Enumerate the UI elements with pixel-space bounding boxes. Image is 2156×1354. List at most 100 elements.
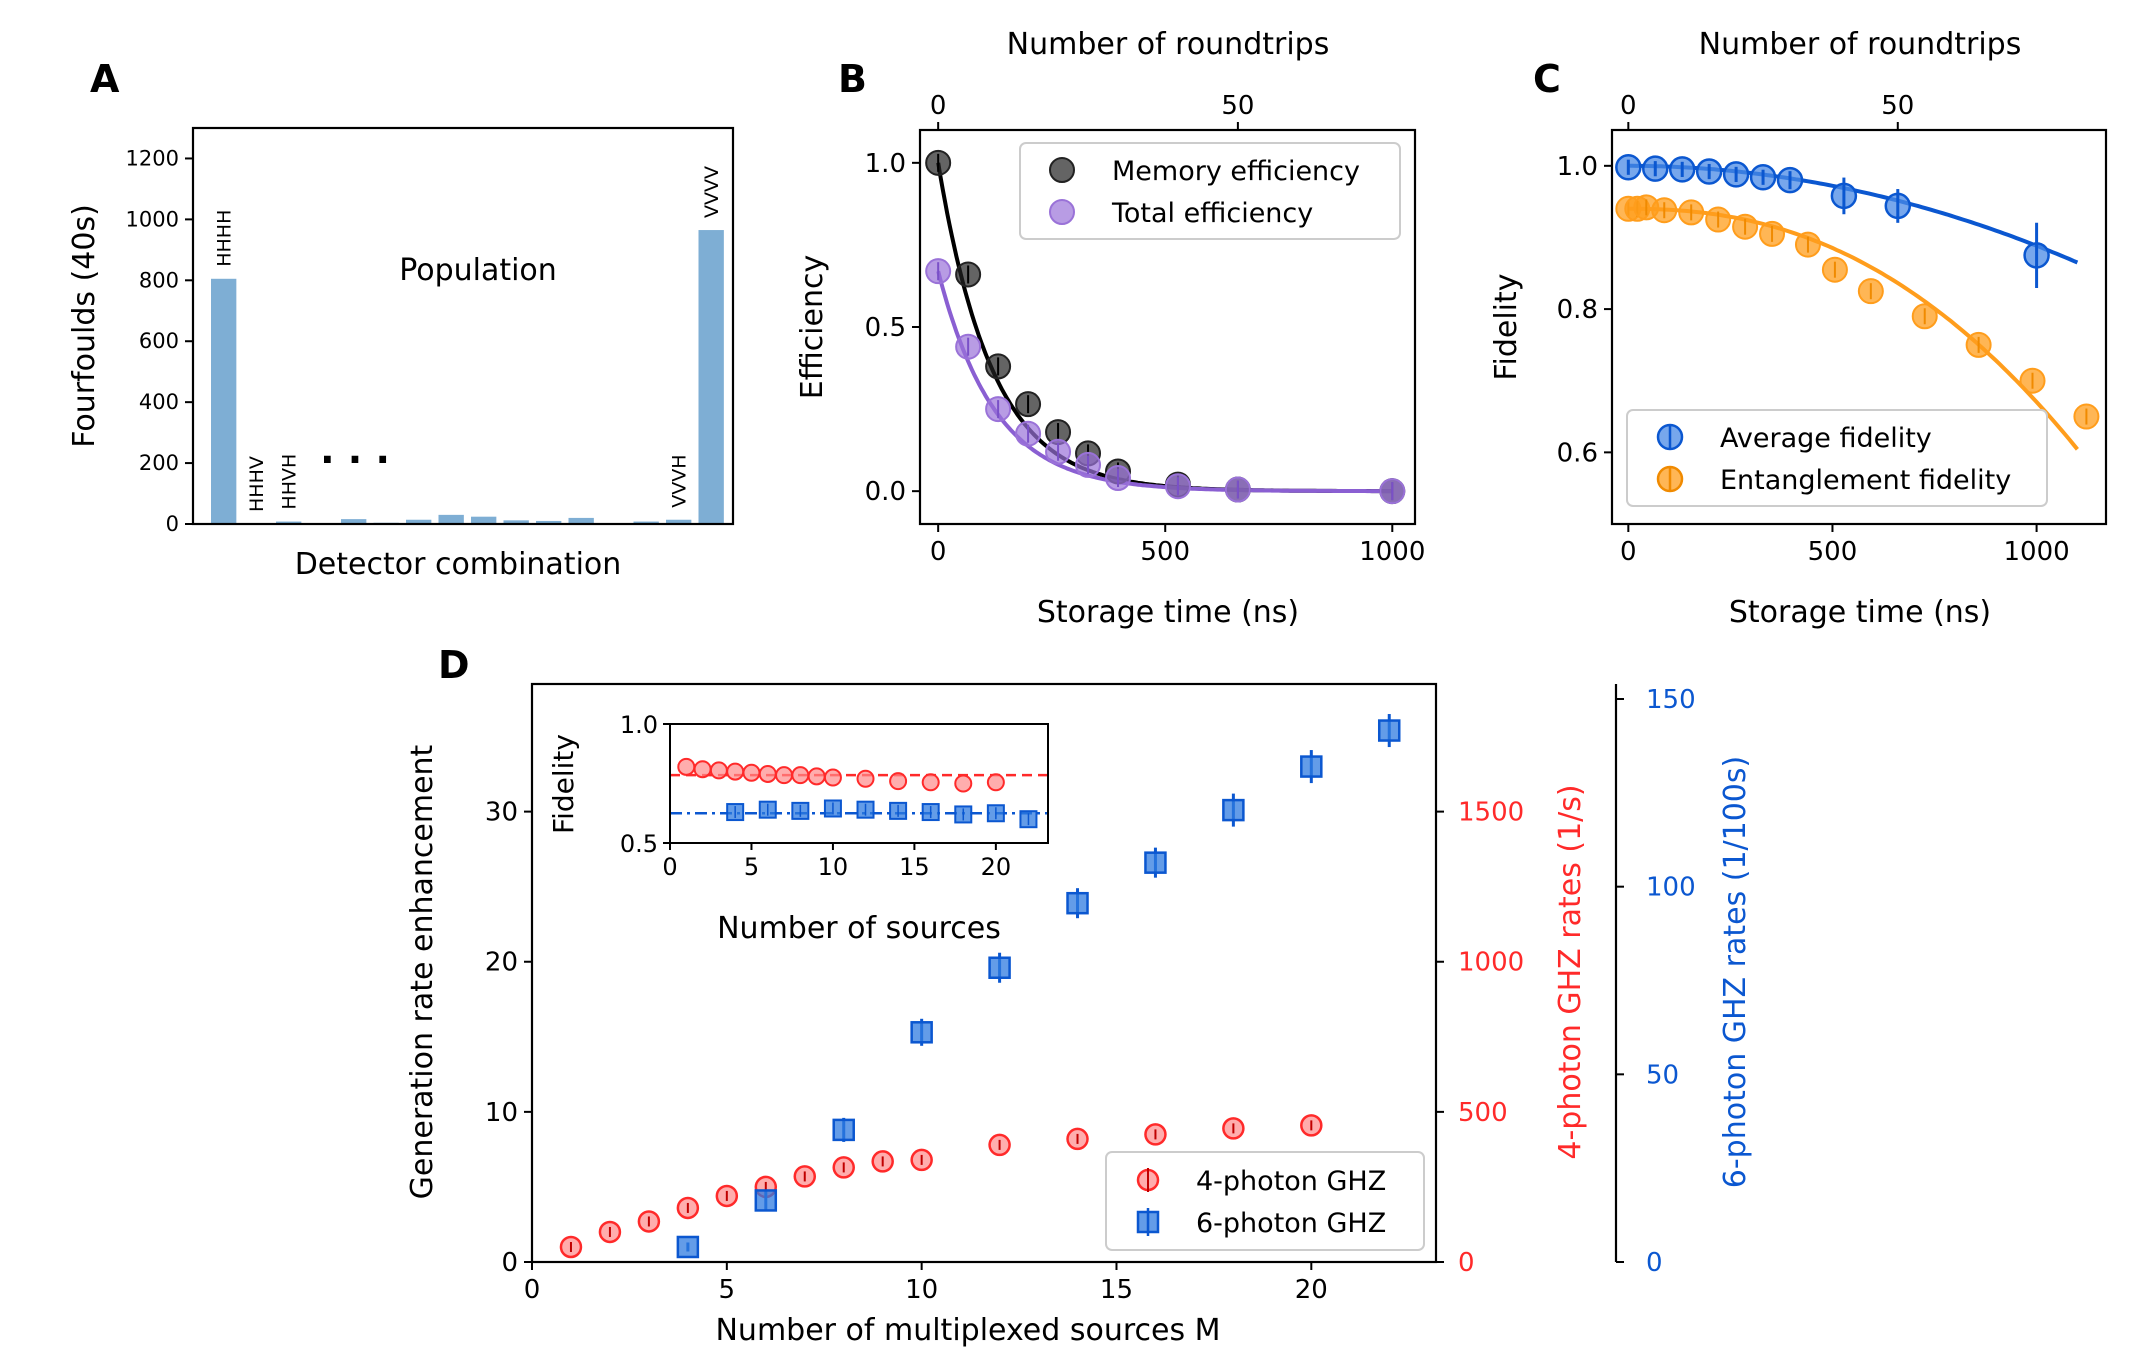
y-tick-label: 1200: [126, 146, 179, 170]
bar-label: VVVV: [701, 166, 723, 218]
x-tick-label: 0: [524, 1275, 541, 1305]
top-x-tick-label: 0: [1620, 91, 1637, 121]
ghz6-point-7: [1222, 798, 1245, 822]
bar-label: HHVH: [279, 454, 301, 510]
top-x-axis-label: Number of roundtrips: [1699, 27, 2022, 62]
y-tick-label: 0.0: [865, 477, 906, 507]
y-tick-label: 800: [139, 268, 179, 292]
legend-label: Memory efficiency: [1112, 156, 1360, 187]
fit-curve-1: [936, 270, 1393, 494]
ghz6-point-2: [832, 1118, 855, 1142]
y-tick-label: 0.8: [1557, 295, 1598, 325]
bar-0: [211, 278, 237, 524]
inset-ghz4-point-11: [889, 772, 908, 791]
x-tick-label: 0: [930, 537, 947, 567]
ghz6-point-6: [1144, 851, 1167, 874]
inset-frame: [669, 723, 1049, 844]
legend-label: 6-photon GHZ: [1196, 1208, 1386, 1239]
inset-ghz4-point-10: [856, 769, 875, 788]
y-tick-label: 1000: [126, 207, 179, 231]
x-tick-label: 5: [744, 853, 759, 881]
x-tick-label: 10: [818, 853, 849, 881]
legend-label: Average fidelity: [1720, 423, 1932, 454]
panel-label-a: A: [90, 57, 120, 101]
inset-ghz4-point-13: [954, 774, 973, 793]
ghz6-point-3: [910, 1021, 933, 1044]
y-tick-label: 20: [485, 948, 518, 978]
ghz6-point-1: [754, 1189, 778, 1212]
bar-label: VVVH: [669, 454, 691, 507]
inset-ghz4-point-2: [709, 761, 728, 780]
bar-4: [341, 519, 367, 524]
x-tick-label: 500: [1808, 537, 1858, 567]
bar-8: [471, 516, 497, 524]
y3-tick-label: 150: [1646, 685, 1696, 715]
panel-b-efficiency-chart: 0 500 1000 0.0 0.5 1.0 0 50 Number of roundtrips…: [795, 27, 1425, 630]
top-x-tick-label: 50: [1221, 91, 1254, 121]
x-tick-label: 0: [662, 853, 677, 881]
x-tick-label: 500: [1140, 537, 1190, 567]
x-tick-label: 1000: [1359, 537, 1425, 567]
y-axis-label: Generation rate enhancement: [405, 744, 440, 1199]
inset-ghz4-point-3: [726, 762, 745, 781]
inset-ghz4-point-14: [986, 773, 1005, 792]
panel-label-d: D: [438, 643, 470, 687]
ghz6-point-9: [1377, 719, 1401, 742]
y-tick-label: 1.0: [1557, 152, 1598, 182]
y-tick-label: 0.5: [620, 830, 658, 858]
x-tick-label: 1000: [2004, 537, 2070, 567]
bar-14: [666, 519, 692, 524]
bar-9: [503, 520, 529, 524]
x-tick-label: 15: [899, 853, 930, 881]
y-tick-label: 1.0: [620, 711, 658, 739]
inset-y-axis-label: Fidelity: [547, 734, 580, 834]
y3-axis-label: 6-photon GHZ rates (1/100s): [1718, 756, 1753, 1188]
ghz6-point-5: [1066, 891, 1089, 915]
inset-ghz4-point-7: [791, 766, 810, 785]
bar-label: HHHH: [214, 210, 236, 267]
panel-label-b: B: [838, 57, 867, 101]
ghz6-point-0: [676, 1235, 700, 1259]
x-tick-label: 15: [1100, 1275, 1133, 1305]
y-axis-label: Fourfoulds (40s): [67, 204, 102, 448]
y-tick-label: 0: [166, 512, 179, 536]
y-tick-label: 30: [485, 798, 518, 828]
ellipsis: . . .: [320, 428, 390, 472]
y3-tick-label: 0: [1646, 1248, 1663, 1278]
legend-marker: [1049, 157, 1075, 183]
legend-label: 4-photon GHZ: [1196, 1166, 1386, 1197]
bar-11: [568, 517, 594, 524]
inset-ghz4-point-8: [807, 767, 826, 786]
top-x-tick-label: 0: [930, 91, 947, 121]
bar-13: [633, 521, 659, 524]
annotation: Population: [399, 253, 557, 288]
legend-box: [1105, 1151, 1425, 1251]
inset-ghz4-point-5: [758, 764, 777, 783]
plot-frame: [191, 126, 735, 526]
y-tick-label: 0.6: [1557, 438, 1598, 468]
y2-tick-label: 1000: [1458, 948, 1524, 978]
inset-ghz4-point-6: [775, 766, 794, 785]
legend-box: [1019, 142, 1401, 240]
y-tick-label: 10: [485, 1098, 518, 1128]
y-axis-label: Fidelity: [1489, 273, 1524, 380]
ghz6-point-8: [1300, 755, 1323, 778]
ghz6-point-4: [988, 956, 1011, 979]
legend-label: Entanglement fidelity: [1720, 465, 2011, 496]
x-tick-label: 20: [1295, 1275, 1328, 1305]
inset-ghz4-point-12: [921, 773, 940, 792]
y2-axis-label: 4-photon GHZ rates (1/s): [1553, 784, 1588, 1159]
x-tick-label: 5: [719, 1275, 736, 1305]
x-axis-label: Storage time (ns): [1729, 595, 1991, 630]
x-axis-label: Detector combination: [295, 547, 622, 582]
inset-ghz4-point-9: [823, 768, 842, 787]
y-tick-label: 0.5: [865, 313, 906, 343]
y3-tick-label: 50: [1646, 1060, 1679, 1090]
y2-tick-label: 1500: [1458, 798, 1524, 828]
legend-box: [1626, 409, 2048, 507]
panel-label-c: C: [1533, 57, 1561, 101]
plot-frame: [530, 682, 1438, 1264]
y-tick-label: 200: [139, 451, 179, 475]
bar-15: [698, 230, 724, 525]
